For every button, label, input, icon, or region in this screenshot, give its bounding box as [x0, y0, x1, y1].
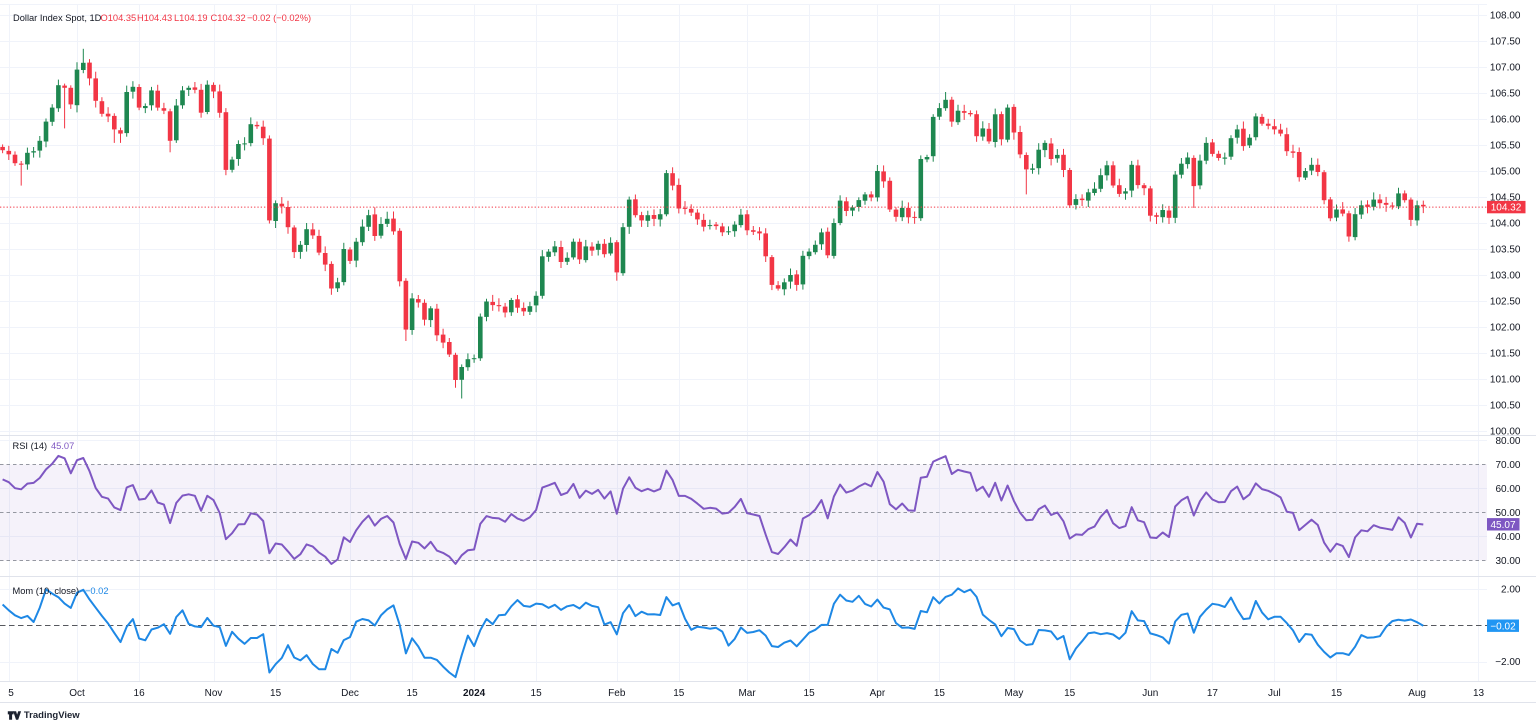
svg-text:L104.19: L104.19 [174, 13, 208, 23]
svg-text:Mom (10, close): Mom (10, close) [13, 586, 80, 596]
svg-text:17: 17 [1207, 688, 1219, 699]
svg-text:15: 15 [1064, 688, 1076, 699]
svg-text:Jul: Jul [1268, 688, 1281, 699]
svg-text:50.00: 50.00 [1495, 508, 1520, 519]
svg-text:Aug: Aug [1408, 688, 1426, 699]
svg-text:101.50: 101.50 [1490, 349, 1521, 360]
svg-text:15: 15 [270, 688, 282, 699]
svg-text:−2.00: −2.00 [1495, 657, 1521, 668]
svg-text:105.00: 105.00 [1490, 167, 1521, 178]
svg-text:Dec: Dec [341, 688, 359, 699]
svg-text:15: 15 [934, 688, 946, 699]
svg-text:H104.43: H104.43 [137, 13, 172, 23]
svg-text:−0.02: −0.02 [1490, 621, 1516, 632]
svg-text:101.00: 101.00 [1490, 375, 1521, 386]
svg-text:May: May [1004, 688, 1023, 699]
svg-text:RSI (14): RSI (14) [13, 441, 48, 451]
svg-text:30.00: 30.00 [1495, 556, 1520, 567]
svg-text:Apr: Apr [870, 688, 886, 699]
svg-text:2.00: 2.00 [1501, 585, 1521, 596]
svg-text:13: 13 [1473, 688, 1485, 699]
svg-text:Jun: Jun [1142, 688, 1158, 699]
svg-text:103.50: 103.50 [1490, 245, 1521, 256]
svg-text:TradingView: TradingView [24, 710, 80, 721]
svg-text:106.50: 106.50 [1490, 89, 1521, 100]
svg-text:100.50: 100.50 [1490, 401, 1521, 412]
svg-text:Oct: Oct [69, 688, 85, 699]
svg-text:5: 5 [8, 688, 14, 699]
svg-text:60.00: 60.00 [1495, 484, 1520, 495]
svg-text:70.00: 70.00 [1495, 460, 1520, 471]
svg-text:40.00: 40.00 [1495, 532, 1520, 543]
svg-text:108.00: 108.00 [1490, 11, 1521, 22]
svg-text:2024: 2024 [463, 688, 486, 699]
svg-text:16: 16 [134, 688, 146, 699]
svg-text:45.07: 45.07 [1490, 520, 1515, 531]
svg-text:15: 15 [804, 688, 816, 699]
svg-text:105.50: 105.50 [1490, 141, 1521, 152]
svg-text:Mar: Mar [738, 688, 756, 699]
svg-text:102.00: 102.00 [1490, 323, 1521, 334]
svg-text:15: 15 [673, 688, 685, 699]
svg-text:O104.35: O104.35 [101, 13, 137, 23]
svg-text:107.50: 107.50 [1490, 37, 1521, 48]
svg-text:104.00: 104.00 [1490, 219, 1521, 230]
svg-text:100.00: 100.00 [1490, 427, 1521, 438]
svg-text:−0.02 (−0.02%): −0.02 (−0.02%) [247, 13, 311, 23]
svg-text:15: 15 [407, 688, 419, 699]
svg-text:80.00: 80.00 [1495, 436, 1520, 447]
svg-text:15: 15 [1331, 688, 1343, 699]
svg-text:104.32: 104.32 [1491, 203, 1522, 214]
svg-text:Nov: Nov [205, 688, 223, 699]
svg-text:−0.02: −0.02 [85, 586, 109, 596]
svg-text:107.00: 107.00 [1490, 63, 1521, 74]
svg-text:C104.32: C104.32 [211, 13, 246, 23]
svg-text:102.50: 102.50 [1490, 297, 1521, 308]
svg-text:Feb: Feb [608, 688, 626, 699]
svg-text:104.50: 104.50 [1490, 193, 1521, 204]
svg-text:15: 15 [531, 688, 543, 699]
svg-text:103.00: 103.00 [1490, 271, 1521, 282]
svg-text:Dollar Index Spot, 1D: Dollar Index Spot, 1D [13, 13, 102, 23]
svg-text:45.07: 45.07 [51, 441, 74, 451]
svg-text:106.00: 106.00 [1490, 115, 1521, 126]
